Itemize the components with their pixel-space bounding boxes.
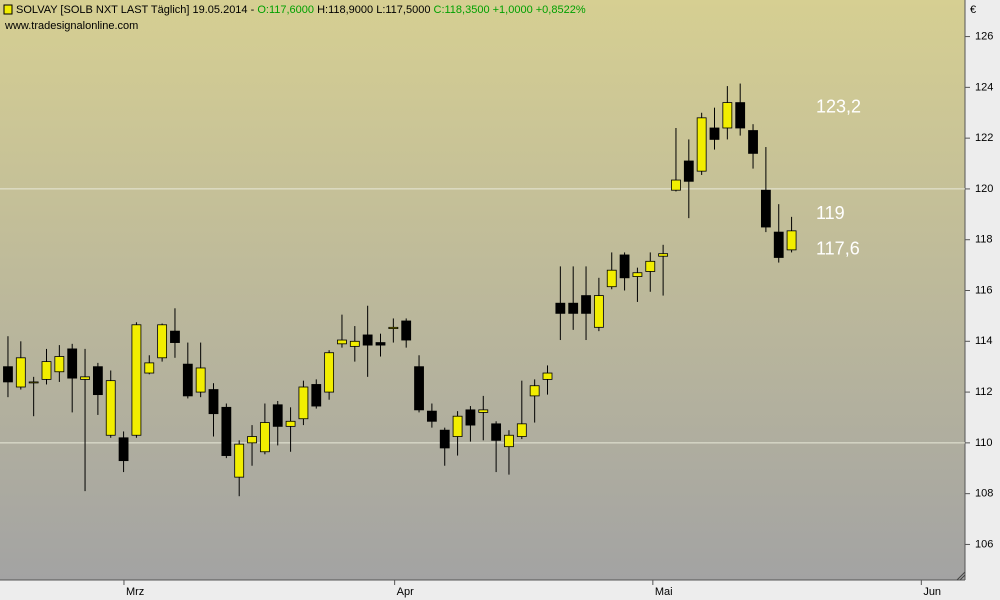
quote-open: O:117,6000 (257, 4, 314, 16)
candle-body (773, 231, 784, 258)
candle-body (131, 324, 142, 436)
candle-body (426, 410, 437, 422)
candle-body (285, 420, 296, 427)
candle-body (529, 385, 540, 397)
header: SOLVAY [SOLB NXT LAST Täglich] 19.05.201… (16, 4, 586, 16)
candle-body (414, 366, 424, 411)
candle-body (709, 127, 720, 140)
candle-body (54, 356, 65, 373)
x-tick-label: Jun (923, 586, 941, 598)
y-tick-label: 106 (975, 538, 993, 550)
candle-body (452, 415, 463, 437)
candle-body (593, 295, 604, 328)
y-tick-label: 108 (975, 488, 993, 500)
x-tick-label: Mrz (126, 586, 144, 598)
candle-body (645, 260, 656, 272)
plot-area (0, 0, 965, 580)
candle-body (144, 362, 155, 374)
source: www.tradesignalonline.com (4, 20, 138, 32)
y-tick-label: 112 (975, 386, 993, 398)
x-tick-label: Mai (655, 586, 673, 598)
y-tick-label: 120 (975, 183, 993, 195)
candle-body (157, 324, 168, 359)
candle-body (3, 366, 13, 383)
candle-body (388, 326, 399, 329)
candle-body (337, 339, 347, 345)
candle-body (375, 342, 386, 346)
candle-body (619, 254, 630, 279)
candle-body (221, 406, 232, 456)
candle-body (606, 269, 617, 288)
candle-body (182, 363, 193, 397)
candle-body (632, 272, 643, 277)
candle-body (735, 102, 746, 129)
candle-body (195, 367, 206, 393)
candle-body (234, 443, 245, 478)
candle-body (311, 384, 322, 407)
candle-body (170, 330, 180, 343)
candle-body (67, 348, 78, 379)
candle-body (80, 376, 90, 380)
candle-body (555, 302, 566, 314)
candle-body (760, 189, 771, 228)
candle-body (259, 422, 270, 453)
candle-body (516, 423, 527, 437)
header-icon (3, 4, 13, 15)
candle-body (41, 361, 52, 380)
candle-body (439, 429, 450, 449)
candle-body (465, 409, 476, 426)
candle-body (568, 302, 579, 314)
candle-body (581, 295, 591, 314)
candle-body (272, 404, 283, 427)
x-tick-label: Apr (397, 586, 414, 598)
candle-body (118, 437, 129, 462)
y-tick-label: 110 (975, 437, 993, 449)
y-axis-unit: € (970, 4, 976, 16)
candle-body (401, 320, 412, 341)
candle-body (658, 253, 669, 257)
candle-body (748, 130, 758, 154)
candle-body (105, 380, 116, 436)
resize-icon (956, 571, 966, 581)
y-tick-label: 122 (975, 132, 993, 144)
y-tick-label: 126 (975, 30, 993, 42)
y-tick-label: 118 (975, 234, 993, 246)
candle-body (298, 386, 309, 420)
y-tick-label: 116 (975, 284, 993, 296)
candle-body (671, 179, 681, 191)
candle-body (696, 117, 707, 172)
candle-body (362, 334, 373, 346)
candle-body (28, 381, 39, 384)
y-tick-label: 124 (975, 81, 993, 93)
annotation: 119 (816, 203, 845, 223)
candle-body (491, 423, 502, 441)
header-title: SOLVAY [SOLB NXT LAST Täglich] 19.05.201… (16, 4, 255, 16)
y-tick-label: 114 (975, 335, 993, 347)
quote-close: C:118,3500 +1,0000 +0,8522% (434, 4, 586, 16)
candle-body (324, 352, 335, 393)
candle-body (247, 436, 257, 444)
candle-body (478, 409, 489, 413)
annotation: 117,6 (816, 239, 860, 259)
candle-body (15, 357, 26, 388)
candle-body (786, 230, 797, 251)
candle-body (722, 102, 733, 129)
candle-body (542, 372, 553, 380)
candle-body (504, 434, 514, 448)
annotation: 123,2 (816, 96, 861, 116)
candle-body (349, 340, 360, 347)
candle-body (92, 366, 103, 396)
candle-body (208, 389, 219, 415)
candle-body (683, 160, 694, 182)
quote-high-low: H:118,9000 L:117,5000 (317, 4, 430, 16)
